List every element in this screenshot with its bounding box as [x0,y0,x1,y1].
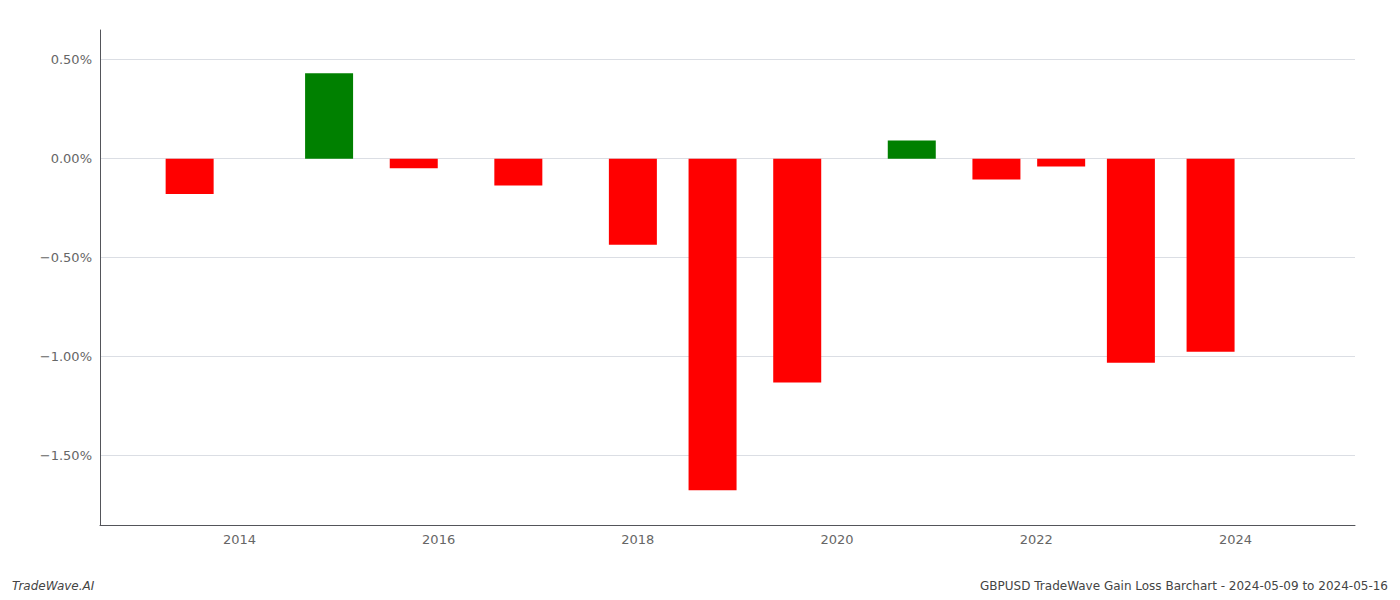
svg-text:TradeWave.AI: TradeWave.AI [12,579,95,593]
svg-text:GBPUSD TradeWave Gain Loss Bar: GBPUSD TradeWave Gain Loss Barchart - 20… [980,579,1388,593]
svg-text:2018: 2018 [621,532,654,547]
svg-text:2022: 2022 [1020,532,1053,547]
svg-text:2024: 2024 [1219,532,1252,547]
svg-text:−1.50%: −1.50% [40,448,92,463]
svg-text:0.50%: 0.50% [51,52,92,67]
svg-text:−1.00%: −1.00% [40,349,92,364]
svg-text:0.00%: 0.00% [51,151,92,166]
svg-text:−0.50%: −0.50% [40,250,92,265]
svg-text:2020: 2020 [821,532,854,547]
svg-text:2016: 2016 [422,532,455,547]
svg-text:2014: 2014 [223,532,256,547]
